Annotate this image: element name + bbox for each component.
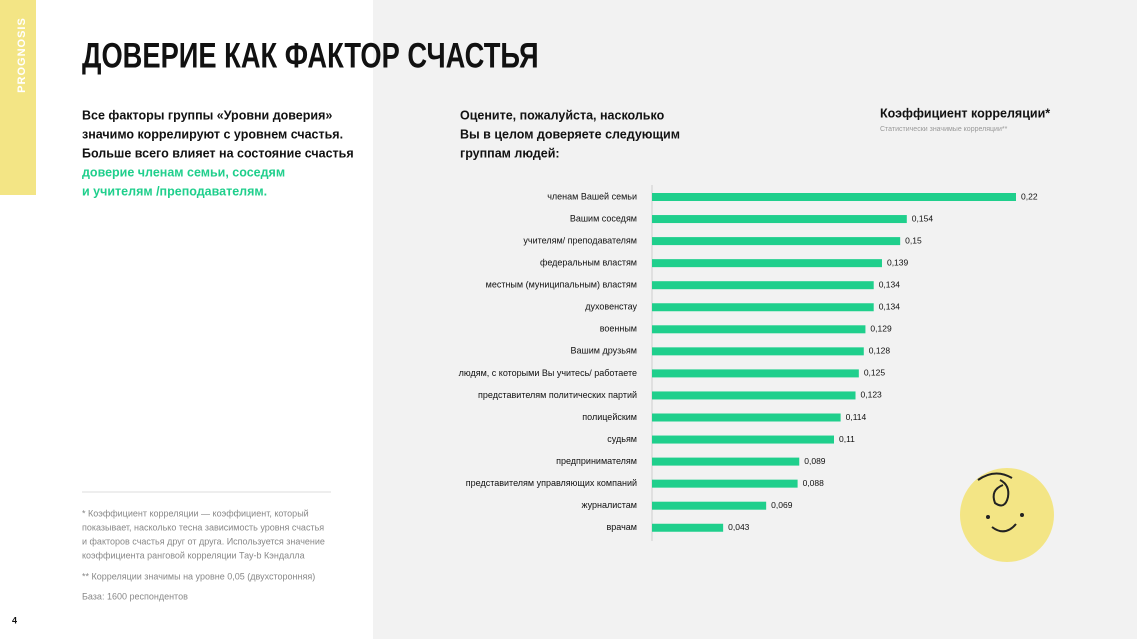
footnote: ** Корреляции значимы на уровне 0,05 (дв… [82, 571, 315, 581]
category-label: представителям политических партий [478, 390, 637, 400]
bar [652, 281, 874, 290]
text-line: значимо коррелируют с уровнем счастья. [82, 127, 343, 141]
text-line: доверие членам семьи, соседям [82, 165, 285, 179]
value-label: 0,089 [804, 456, 826, 466]
bar [652, 369, 859, 378]
value-label: 0,114 [846, 412, 867, 422]
page-number: 4 [12, 615, 17, 625]
category-label: духовенстау [585, 302, 637, 312]
text-line: Все факторы группы «Уровни доверия» [82, 108, 332, 122]
value-label: 0,125 [864, 368, 886, 378]
category-label: местным (муниципальным) властям [486, 280, 637, 290]
text-line: коэффициента ранговой корреляции Тау-b К… [82, 550, 305, 560]
bar [652, 237, 901, 246]
category-label: учителям/ преподавателям [523, 235, 637, 245]
category-label: полицейским [582, 412, 637, 422]
category-label: представителям управляющих компаний [466, 478, 637, 488]
value-label: 0,134 [879, 279, 901, 289]
bar [652, 193, 1016, 201]
category-label: федеральным властям [540, 258, 637, 268]
bar [652, 347, 864, 356]
bar [652, 259, 882, 268]
text-line: группам людей: [460, 146, 560, 160]
category-label: Вашим соседям [570, 213, 637, 223]
category-label: членам Вашей семьи [547, 191, 637, 201]
text-line: Оцените, пожалуйста, насколько [460, 108, 665, 122]
base-note: База: 1600 респондентов [82, 591, 188, 601]
logo: PROGNOSIS [16, 17, 28, 93]
category-label: Вашим друзьям [571, 346, 637, 356]
bar [652, 391, 856, 400]
text-line: и факторов счастья друг от друга. Исполь… [82, 536, 325, 546]
bar [652, 303, 874, 312]
text-line: Больше всего влияет на состояние счастья [82, 146, 354, 160]
text-line: показывает, насколько тесна зависимость … [82, 522, 324, 532]
value-label: 0,22 [1021, 191, 1038, 201]
value-label: 0,134 [879, 302, 901, 312]
category-label: судьям [607, 434, 637, 444]
smiley [960, 468, 1054, 562]
logo-strip [0, 0, 36, 195]
value-label: 0,123 [861, 390, 883, 400]
bar [652, 523, 724, 532]
value-label: 0,088 [803, 478, 825, 488]
bar [652, 479, 798, 488]
value-label: 0,154 [912, 213, 934, 223]
value-label: 0,128 [869, 346, 891, 356]
category-label: врачам [607, 522, 637, 532]
measure-note: Статистически значимые корреляции** [880, 126, 1008, 133]
value-label: 0,129 [870, 324, 892, 334]
category-label: предпринимателям [556, 456, 637, 466]
bar [652, 435, 834, 444]
slide-title: ДОВЕРИЕ КАК ФАКТОР СЧАСТЬЯ [82, 36, 539, 75]
value-label: 0,069 [771, 500, 793, 510]
text-line: и учителям /преподавателям. [82, 184, 267, 198]
category-label: журналистам [582, 500, 638, 510]
value-label: 0,15 [905, 235, 922, 245]
text-line: Вы в целом доверяете следующим [460, 127, 680, 141]
value-label: 0,139 [887, 257, 909, 267]
bar [652, 325, 866, 334]
category-label: военным [600, 324, 637, 334]
value-label: 0,11 [839, 434, 855, 444]
measure-title: Коэффициент корреляции* [880, 106, 1050, 120]
bar [652, 215, 907, 224]
category-label: людям, с которыми Вы учитесь/ работаете [459, 368, 637, 378]
bar [652, 501, 767, 510]
text-line: * Коэффициент корреляции — коэффициент, … [82, 508, 309, 518]
bar [652, 413, 841, 422]
value-label: 0,043 [728, 522, 750, 532]
bar [652, 457, 800, 466]
